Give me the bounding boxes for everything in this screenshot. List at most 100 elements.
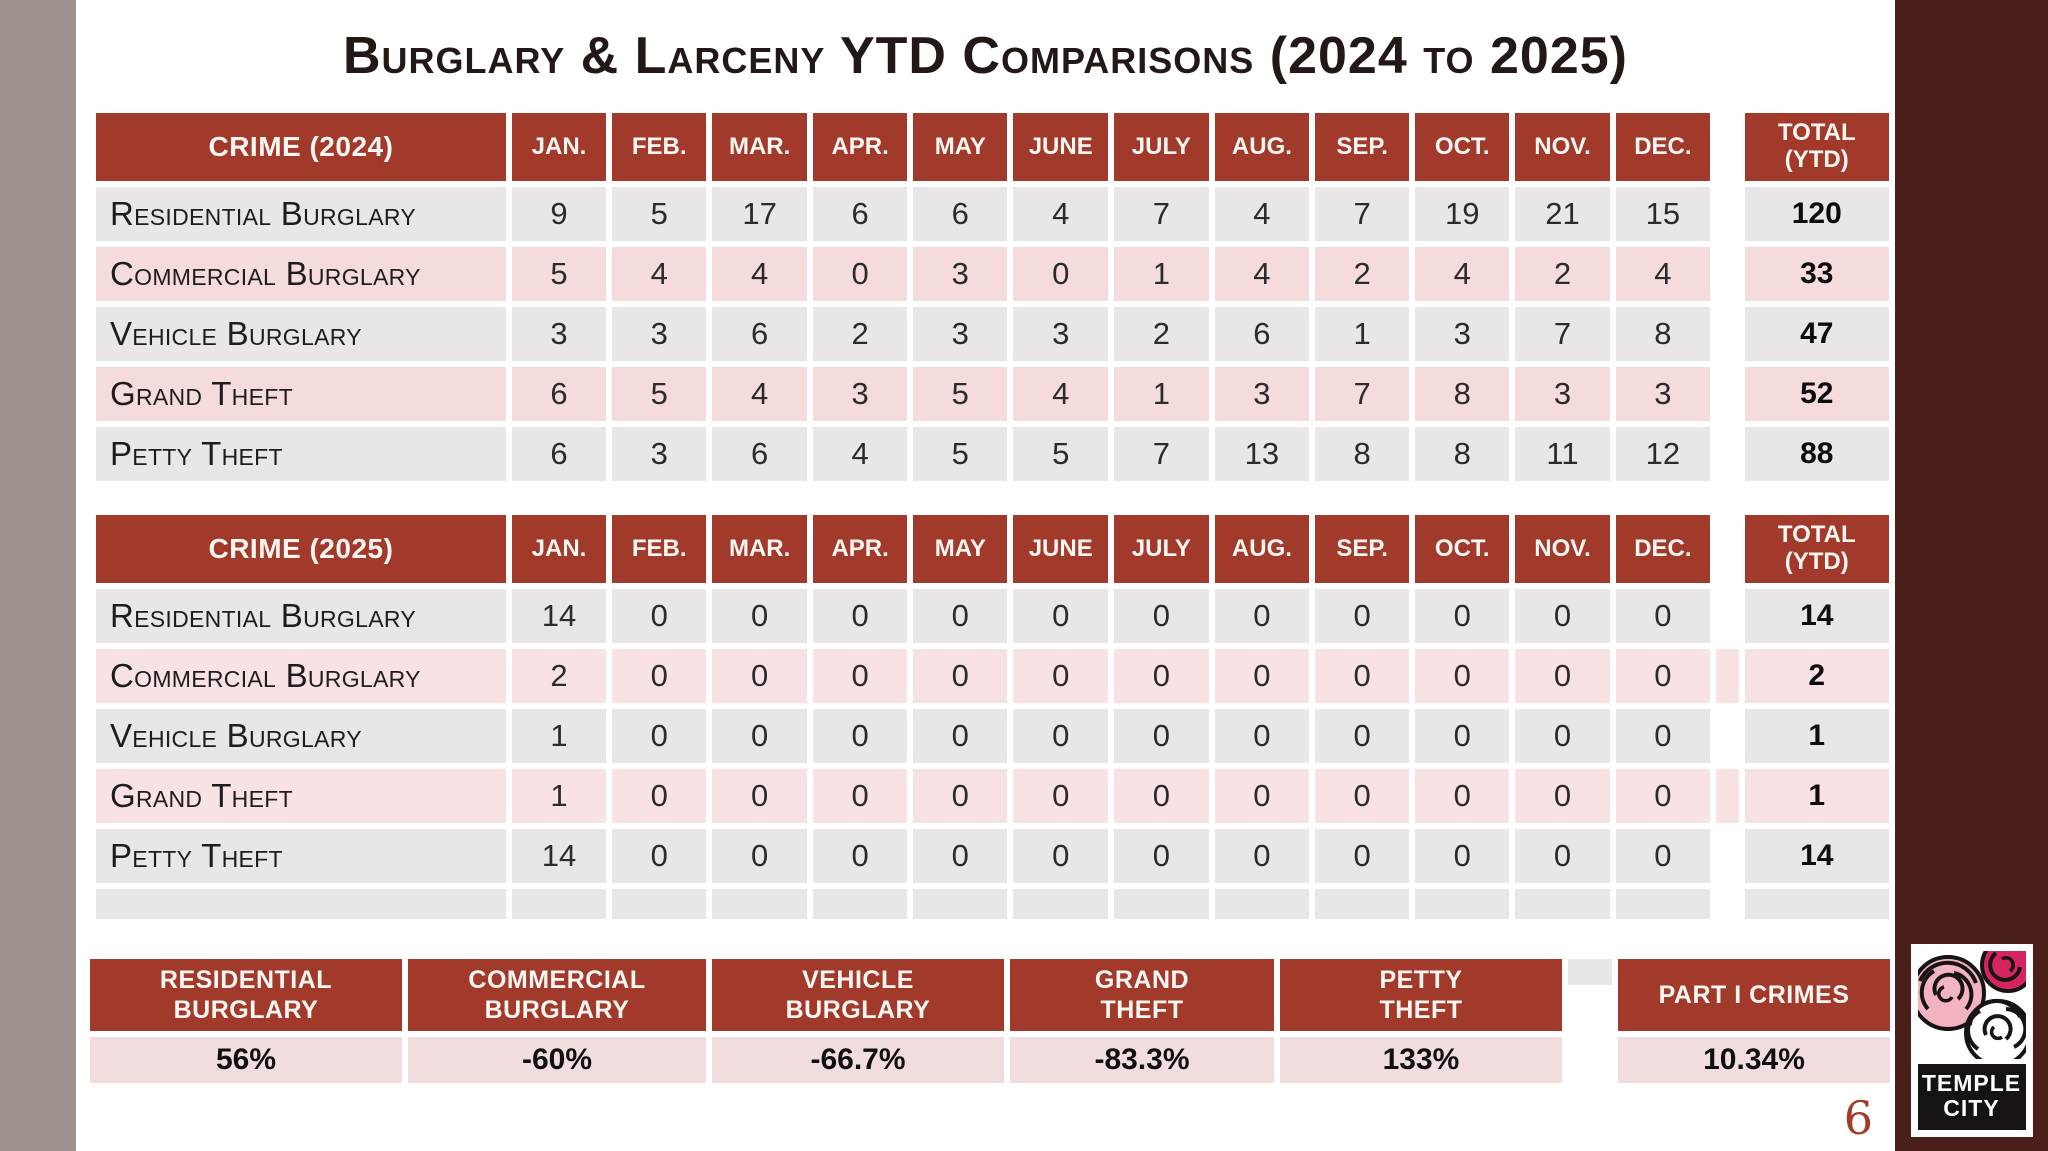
table-row: Residential Burglary 14 0 0 0 0 0 0 0 0 0 0 0 14 [96,589,1889,644]
month-value-cell: 5 [913,427,1008,482]
empty-cell [1415,889,1510,920]
crime-label-cell: Grand Theft [96,769,506,824]
empty-cell [612,889,707,920]
empty-row [96,889,1889,920]
crime-label-cell: Residential Burglary [96,589,506,644]
empty-cell [1744,889,1889,920]
month-value-cell: 8 [1615,307,1711,362]
total-value-cell: 1 [1744,709,1889,764]
month-value-cell: 4 [712,367,807,422]
month-header: FEB. [612,515,707,584]
month-value-cell: 0 [1013,589,1109,644]
month-value-cell: 17 [712,187,807,242]
month-value-cell: 0 [1515,769,1610,824]
month-value-cell: 0 [712,769,807,824]
month-value-cell: 0 [1415,829,1510,884]
month-value-cell: 0 [1515,709,1610,764]
summary-value-vehicle-burglary: -66.7% [712,1037,1004,1084]
crime-label-cell: Petty Theft [96,829,506,884]
month-header: JULY [1114,515,1209,584]
month-value-cell: 2 [1315,247,1410,302]
month-value-cell: 0 [812,829,908,884]
logo-line-temple: TEMPLE [1921,1069,2022,1096]
month-value-cell: 0 [1114,649,1209,704]
slide-content: Burglary & Larceny YTD Comparisons (2024… [76,0,1895,1151]
month-value-cell: 4 [812,427,908,482]
total-value-cell: 33 [1744,247,1889,302]
crime-label-cell: Residential Burglary [96,187,506,242]
month-value-cell: 7 [1515,307,1610,362]
column-spacer [1716,515,1738,583]
month-value-cell: 2 [511,649,607,704]
month-header: FEB. [612,113,707,182]
month-value-cell: 14 [511,829,607,884]
month-value-cell: 0 [1013,829,1109,884]
crime-label-cell: Grand Theft [96,367,506,422]
month-value-cell: 0 [913,829,1008,884]
crime-label-cell: Vehicle Burglary [96,307,506,362]
table-row: Vehicle Burglary 1 0 0 0 0 0 0 0 0 0 0 0 1 [96,709,1889,764]
month-header: AUG. [1214,515,1310,584]
month-value-cell: 0 [1114,709,1209,764]
column-spacer [1716,367,1738,421]
month-value-cell: 7 [1315,187,1410,242]
month-value-cell: 2 [1114,307,1209,362]
month-value-cell: 0 [1214,829,1310,884]
month-value-cell: 3 [913,247,1008,302]
table-row: Petty Theft 14 0 0 0 0 0 0 0 0 0 0 0 14 [96,829,1889,884]
month-value-cell: 0 [812,247,908,302]
month-value-cell: 3 [1615,367,1711,422]
summary-value-petty-theft: 133% [1280,1037,1562,1084]
table-row: Grand Theft 1 0 0 0 0 0 0 0 0 0 0 0 1 [96,769,1889,824]
month-value-cell: 1 [511,709,607,764]
month-value-cell: 7 [1114,427,1209,482]
summary-value-commercial-burglary: -60% [408,1037,706,1084]
month-value-cell: 5 [913,367,1008,422]
total-value-cell: 2 [1744,649,1889,704]
month-value-cell: 0 [712,589,807,644]
month-value-cell: 6 [812,187,908,242]
summary-header-petty-theft: PETTY THEFT [1280,959,1562,1032]
table-header-row: CRIME (2025) JAN. FEB. MAR. APR. MAY JUNE JULY A… [96,515,1889,584]
empty-cell [1114,889,1209,920]
month-value-cell: 0 [1415,709,1510,764]
month-value-cell: 0 [1214,589,1310,644]
temple-city-logo: TEMPLE CITY [1910,943,2033,1137]
slide-title: Burglary & Larceny YTD Comparisons (2024… [343,27,1628,85]
month-value-cell: 0 [612,649,707,704]
month-value-cell: 1 [511,769,607,824]
month-value-cell: 0 [1013,709,1109,764]
month-value-cell: 14 [511,589,607,644]
crime-table-2024: CRIME (2024) JAN. FEB. MAR. APR. MAY JUNE JULY A… [90,107,1895,487]
column-spacer [1716,769,1739,824]
month-value-cell: 4 [1415,247,1510,302]
month-header: OCT. [1415,515,1510,584]
month-value-cell: 5 [1013,427,1109,482]
empty-cell [96,889,506,920]
month-value-cell: 8 [1315,427,1410,482]
table-row: Grand Theft 6 5 4 3 5 4 1 3 7 8 3 3 52 [96,367,1889,422]
month-value-cell: 0 [812,769,908,824]
month-value-cell: 7 [1114,187,1209,242]
month-value-cell: 2 [1515,247,1610,302]
total-ytd-header: TOTAL (YTD) [1744,515,1889,584]
summary-header-commercial-burglary: COMMERCIAL BURGLARY [408,959,706,1032]
month-header: APR. [812,113,908,182]
column-spacer [1716,187,1738,241]
crime-label-cell: Commercial Burglary [96,247,506,302]
column-spacer [1716,649,1739,704]
month-value-cell: 6 [511,427,607,482]
month-value-cell: 3 [812,367,908,422]
column-spacer [1716,589,1738,643]
month-value-cell: 0 [1515,829,1610,884]
month-value-cell: 0 [812,589,908,644]
column-spacer [1716,113,1738,181]
month-value-cell: 0 [612,709,707,764]
month-value-cell: 8 [1415,427,1510,482]
month-value-cell: 21 [1515,187,1610,242]
month-value-cell: 13 [1214,427,1310,482]
month-value-cell: 4 [1214,247,1310,302]
column-spacer [1716,307,1738,361]
month-value-cell: 4 [712,247,807,302]
month-header: SEP. [1315,515,1410,584]
